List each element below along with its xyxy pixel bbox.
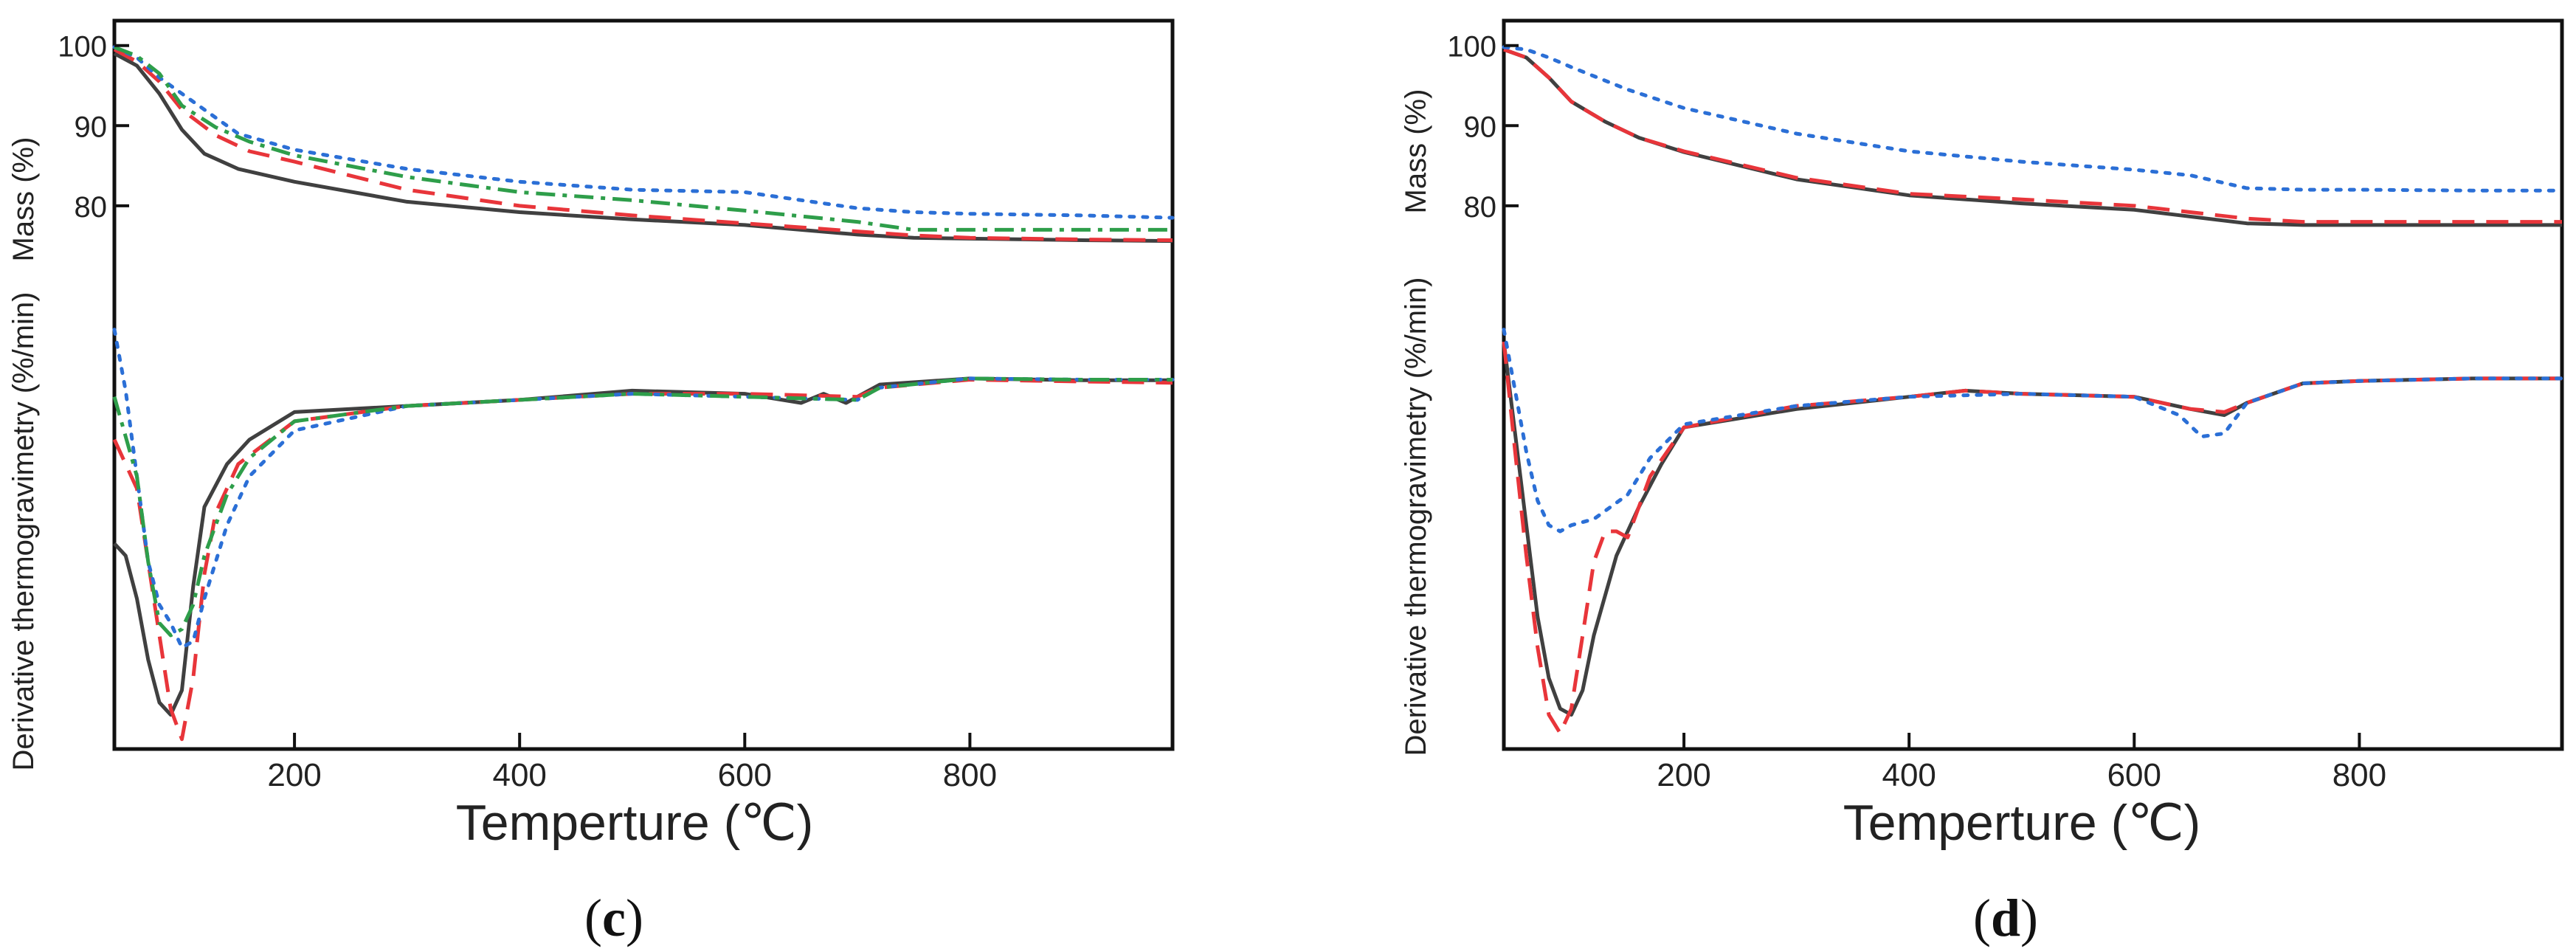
panel-c-xtick-label-800: 800 xyxy=(943,757,997,793)
panel-c-dtg-line-s5-3d xyxy=(113,376,1173,717)
panel-d-label: (d) xyxy=(1973,888,2038,948)
panel-c-dtg-line-s5-28d xyxy=(112,376,1173,638)
panel-c-series-group xyxy=(112,45,1175,742)
panel-d-dtg-line-s5-28d xyxy=(1502,328,2564,534)
panel-c-ytick-label-80: 80 xyxy=(75,191,108,224)
panel-d-xtick-label-600: 600 xyxy=(2107,757,2161,793)
panel-c: 200 400 600 800 80 90 100 Mass (%) Derivative … xyxy=(7,18,1175,948)
panel-d-label-letter: d xyxy=(1991,888,2020,948)
panel-c-ticks-group: 200 400 600 800 80 90 100 xyxy=(58,31,997,793)
panel-c-dtg-ylabel: Derivative thermogravimetry (%/min) xyxy=(7,291,40,770)
panel-d-dtg-line-s3-28d xyxy=(1502,341,2562,717)
panel-c-mass-ylabel: Mass (%) xyxy=(7,137,40,262)
panel-d-ytick-label-80: 80 xyxy=(1464,191,1497,224)
panel-c-mass-line-s5-14d xyxy=(112,45,1175,220)
panel-c-xlabel: Temperture (℃) xyxy=(456,795,813,851)
panel-d-xtick-label-800: 800 xyxy=(2332,757,2386,793)
panel-d: 200 400 600 800 80 90 100 Mass (%) Derivative … xyxy=(1400,18,2564,948)
panel-d-dtg-line-s4-28d xyxy=(1502,341,2562,735)
panel-d-mass-line-s5-28d xyxy=(1502,45,2564,193)
panel-d-mass-line-s4-28d xyxy=(1503,47,2562,224)
panel-c-ytick-label-90: 90 xyxy=(75,111,108,143)
panel-d-dtg-ylabel: Derivative thermogravimetry (%/min) xyxy=(1400,277,1432,756)
panel-d-mass-ylabel: Mass (%) xyxy=(1400,89,1432,214)
panel-d-plot-frame xyxy=(1502,18,2564,751)
panel-c-label: (c) xyxy=(584,888,643,948)
panel-c-xtick-label-600: 600 xyxy=(718,757,772,793)
panel-d-xtick-label-200: 200 xyxy=(1657,757,1710,793)
panel-d-xtick-label-400: 400 xyxy=(1882,757,1936,793)
panel-d-series-group xyxy=(1502,45,2564,735)
panel-c-dtg-line-s5-7d xyxy=(112,378,1173,742)
panel-d-ytick-label-100: 100 xyxy=(1447,31,1496,63)
panel-c-xtick-label-200: 200 xyxy=(267,757,321,793)
panel-c-ytick-label-100: 100 xyxy=(58,31,107,63)
panel-c-label-letter: c xyxy=(602,888,626,948)
panel-c-plot-frame xyxy=(112,18,1175,751)
panel-d-xlabel: Temperture (℃) xyxy=(1843,795,2200,851)
panel-c-mass-line-s5-28d xyxy=(114,45,1173,232)
panel-c-mass-line-s5-7d xyxy=(113,47,1173,242)
panel-d-ytick-label-90: 90 xyxy=(1464,111,1497,143)
panel-c-xtick-label-400: 400 xyxy=(492,757,546,793)
panel-d-ticks-group: 200 400 600 800 80 90 100 xyxy=(1447,31,2386,793)
